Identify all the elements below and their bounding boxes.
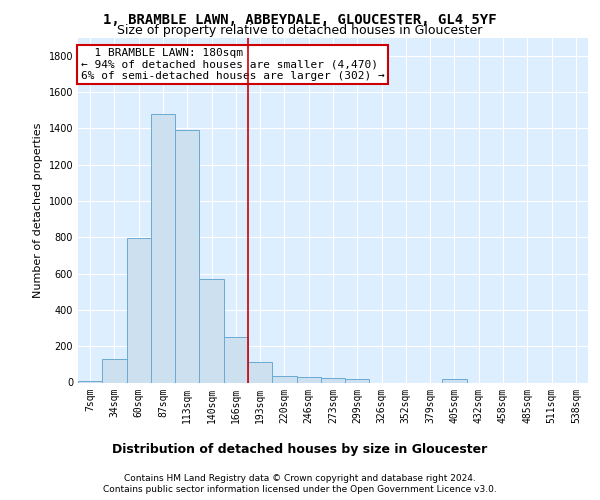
Bar (345, 379, 370, 382)
Bar (442, 379, 467, 382)
Bar (248, 362, 272, 382)
Text: Size of property relative to detached houses in Gloucester: Size of property relative to detached ho… (118, 24, 482, 37)
Text: Distribution of detached houses by size in Gloucester: Distribution of detached houses by size … (112, 442, 488, 456)
Bar (296, 377, 321, 382)
Bar (78, 380, 102, 382)
Text: 1 BRAMBLE LAWN: 180sqm  
← 94% of detached houses are smaller (4,470)
6% of semi: 1 BRAMBLE LAWN: 180sqm ← 94% of detached… (80, 48, 385, 81)
Bar (127, 238, 151, 382)
Bar (321, 378, 345, 382)
Bar (199, 279, 224, 382)
Bar (102, 359, 127, 382)
Y-axis label: Number of detached properties: Number of detached properties (33, 122, 43, 298)
Bar (175, 130, 199, 382)
Bar (151, 114, 175, 382)
Text: 1, BRAMBLE LAWN, ABBEYDALE, GLOUCESTER, GL4 5YF: 1, BRAMBLE LAWN, ABBEYDALE, GLOUCESTER, … (103, 12, 497, 26)
Bar (272, 376, 296, 382)
Bar (224, 337, 248, 382)
Text: Contains public sector information licensed under the Open Government Licence v3: Contains public sector information licen… (103, 485, 497, 494)
Text: Contains HM Land Registry data © Crown copyright and database right 2024.: Contains HM Land Registry data © Crown c… (124, 474, 476, 483)
